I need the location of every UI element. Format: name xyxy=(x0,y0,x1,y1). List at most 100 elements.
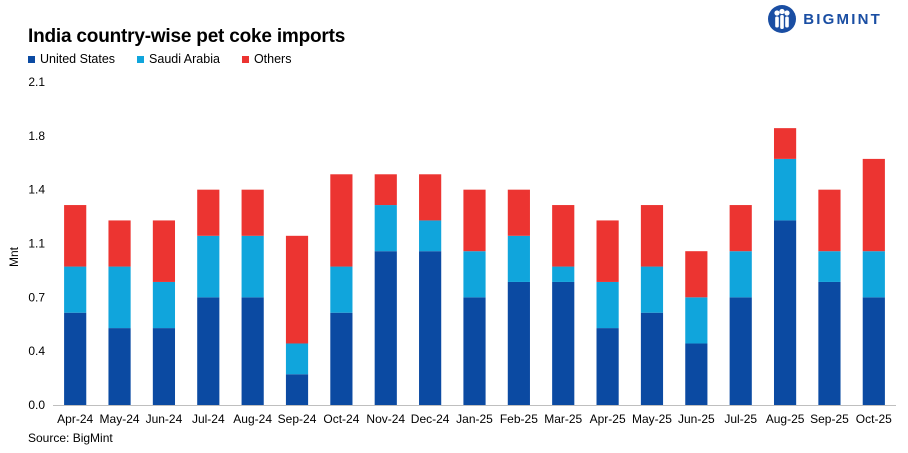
bar-others-dec-24 xyxy=(419,174,442,221)
x-tick-label: Jan-25 xyxy=(456,412,493,426)
x-tick-label: Oct-25 xyxy=(856,412,892,426)
bar-united-states-jul-24 xyxy=(197,297,220,405)
bar-saudi-arabia-jun-24 xyxy=(152,281,176,329)
bar-saudi-arabia-may-25 xyxy=(640,266,664,313)
x-tick-label: Mar-25 xyxy=(544,412,582,426)
x-tick-label: Sep-25 xyxy=(810,412,849,426)
bar-saudi-arabia-jan-25 xyxy=(463,251,486,298)
bar-saudi-arabia-aug-24 xyxy=(241,235,264,298)
bar-others-aug-25 xyxy=(773,128,797,159)
bar-united-states-jan-25 xyxy=(463,297,486,405)
bar-united-states-oct-25 xyxy=(862,297,885,405)
x-tick-label: Apr-25 xyxy=(590,412,626,426)
bar-united-states-jul-25 xyxy=(729,297,752,405)
x-tick-label: Jun-24 xyxy=(146,412,183,426)
bar-united-states-feb-25 xyxy=(507,281,530,405)
bigmint-logo: BIGMINT xyxy=(767,4,882,34)
x-tick-label: Apr-24 xyxy=(57,412,93,426)
bar-united-states-nov-24 xyxy=(374,251,397,405)
chart-title: India country-wise pet coke imports xyxy=(28,26,346,47)
y-tick-label: 1.1 xyxy=(28,237,45,251)
bigmint-logo-icon xyxy=(768,5,797,33)
legend-swatch-others xyxy=(241,55,249,63)
y-tick-label: 1.8 xyxy=(28,129,45,143)
bar-others-oct-25 xyxy=(862,158,885,252)
bar-united-states-dec-24 xyxy=(419,251,442,405)
y-tick-label: 1.4 xyxy=(28,183,45,197)
bar-others-sep-25 xyxy=(818,189,841,252)
bar-others-apr-25 xyxy=(596,220,619,282)
bar-others-aug-24 xyxy=(241,189,264,236)
bar-united-states-aug-25 xyxy=(773,220,797,405)
bar-saudi-arabia-sep-25 xyxy=(818,251,841,282)
source-note: Source: BigMint xyxy=(28,431,113,445)
bar-saudi-arabia-jun-25 xyxy=(685,297,708,344)
bar-united-states-sep-24 xyxy=(285,374,309,405)
bars xyxy=(64,128,885,405)
bar-saudi-arabia-apr-25 xyxy=(596,281,619,329)
bar-saudi-arabia-oct-24 xyxy=(330,266,353,313)
bar-saudi-arabia-nov-24 xyxy=(374,205,397,252)
bar-united-states-jun-25 xyxy=(685,343,708,405)
legend-label-saudi-arabia: Saudi Arabia xyxy=(149,52,220,66)
bar-saudi-arabia-dec-24 xyxy=(419,220,442,252)
bar-united-states-sep-25 xyxy=(818,281,841,405)
bar-saudi-arabia-apr-24 xyxy=(64,266,87,313)
bar-others-sep-24 xyxy=(285,235,309,344)
bar-united-states-apr-24 xyxy=(64,312,87,405)
legend-item-others: Others xyxy=(241,52,292,66)
bar-united-states-jun-24 xyxy=(152,328,176,405)
legend-label-others: Others xyxy=(253,52,292,66)
bar-united-states-aug-24 xyxy=(241,297,264,405)
x-tick-label: Aug-24 xyxy=(233,412,272,426)
y-tick-label: 0.0 xyxy=(28,398,45,412)
bar-others-may-25 xyxy=(640,205,664,267)
logo-text: BIGMINT xyxy=(803,10,882,28)
bar-united-states-mar-25 xyxy=(552,281,575,405)
legend-item-saudi-arabia: Saudi Arabia xyxy=(137,52,220,66)
bar-others-nov-24 xyxy=(374,174,397,206)
bar-saudi-arabia-jul-25 xyxy=(729,251,752,298)
y-tick-label: 0.4 xyxy=(28,344,45,358)
x-tick-label: Oct-24 xyxy=(323,412,359,426)
bar-saudi-arabia-jul-24 xyxy=(197,235,220,298)
bar-saudi-arabia-oct-25 xyxy=(862,251,885,298)
x-tick-label: Jun-25 xyxy=(678,412,715,426)
y-tick-label: 2.1 xyxy=(28,75,45,89)
bar-saudi-arabia-mar-25 xyxy=(552,266,575,282)
x-tick-label: Aug-25 xyxy=(766,412,805,426)
x-tick-label: Sep-24 xyxy=(278,412,317,426)
x-tick-label: Dec-24 xyxy=(411,412,450,426)
legend: United States Saudi Arabia Others xyxy=(28,52,291,66)
legend-label-united-states: United States xyxy=(40,52,116,66)
bar-united-states-may-25 xyxy=(640,312,664,405)
bar-united-states-apr-25 xyxy=(596,328,619,405)
x-tick-label: Nov-24 xyxy=(366,412,405,426)
y-axis-ticks: 0.0 0.4 0.7 1.1 1.4 1.8 2.1 xyxy=(28,75,45,412)
bar-united-states-may-24 xyxy=(108,328,131,405)
y-tick-label: 0.7 xyxy=(28,290,45,304)
bar-others-jan-25 xyxy=(463,189,486,252)
x-tick-label: May-24 xyxy=(100,412,140,426)
bar-others-jul-25 xyxy=(729,205,752,252)
bar-saudi-arabia-feb-25 xyxy=(507,235,530,282)
bar-others-jun-25 xyxy=(685,251,708,298)
bar-others-apr-24 xyxy=(64,205,87,267)
x-tick-label: Jul-24 xyxy=(192,412,225,426)
bar-others-oct-24 xyxy=(330,174,353,267)
bar-others-may-24 xyxy=(108,220,131,267)
legend-swatch-united-states xyxy=(28,55,35,63)
x-tick-label: Feb-25 xyxy=(500,412,538,426)
bar-others-feb-25 xyxy=(507,189,530,236)
x-tick-label: May-25 xyxy=(632,412,672,426)
bar-others-mar-25 xyxy=(552,205,575,267)
x-tick-label: Jul-25 xyxy=(724,412,757,426)
legend-swatch-saudi-arabia xyxy=(137,55,145,63)
x-axis-ticks: Apr-24 May-24 Jun-24 Jul-24 Aug-24 Sep-24 Oct-… xyxy=(57,412,892,426)
bar-saudi-arabia-sep-24 xyxy=(285,343,309,375)
legend-item-united-states: United States xyxy=(28,52,115,66)
bar-saudi-arabia-may-24 xyxy=(108,266,131,329)
bar-others-jun-24 xyxy=(152,220,176,282)
bar-others-jul-24 xyxy=(197,189,220,236)
